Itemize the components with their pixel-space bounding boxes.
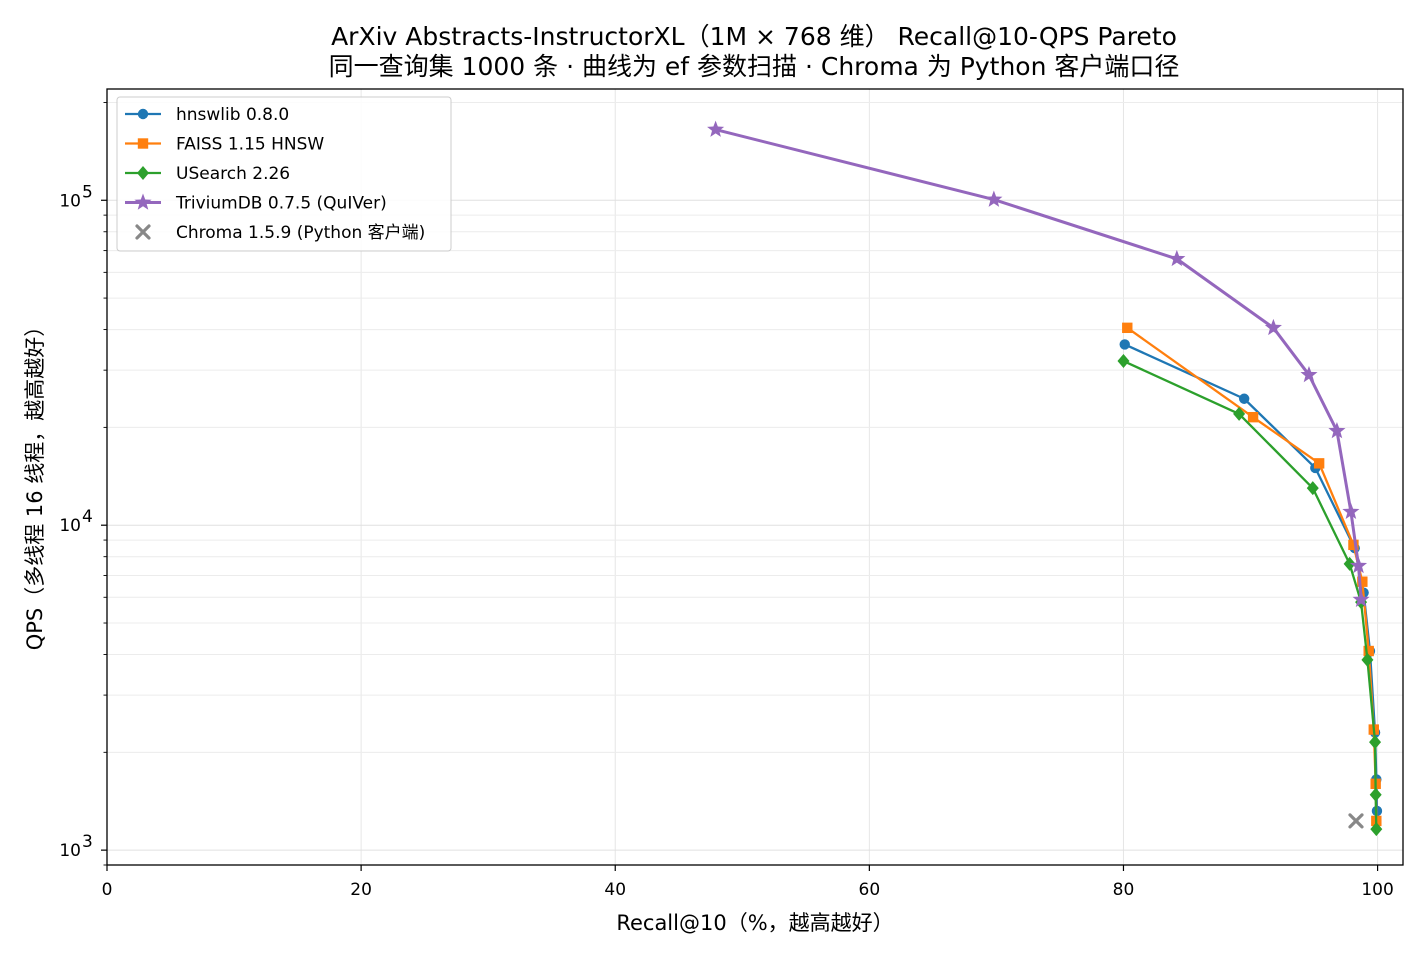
series-0-point — [1119, 339, 1130, 350]
x-tick-label: 20 — [350, 880, 372, 900]
y-tick-label: 10 — [59, 516, 81, 536]
y-axis-label: QPS（多线程 16 线程，越高越好） — [23, 316, 47, 651]
series-1-point — [1313, 458, 1325, 469]
y-tick-label-exponent: 4 — [82, 507, 93, 527]
series-2-point — [1343, 556, 1356, 571]
series-1-point — [1348, 539, 1359, 551]
series-4-point-stroke — [1348, 813, 1364, 829]
legend-box — [116, 96, 452, 252]
legend-item: Chroma 1.5.9 (Python 客户端) — [135, 223, 425, 243]
legend-marker — [137, 166, 149, 180]
series-2-point — [1306, 481, 1319, 496]
series-3-point — [1349, 556, 1368, 574]
x-tick-label: 0 — [102, 880, 113, 900]
legend-item: hnswlib 0.8.0 — [125, 105, 289, 125]
series-1-point — [1122, 322, 1133, 334]
series-3-point — [1342, 502, 1360, 520]
plot-frame — [106, 88, 1404, 866]
series-2-point — [1369, 787, 1382, 802]
series-1-point — [1363, 645, 1374, 657]
series-1-point — [1357, 576, 1368, 587]
series-3-point — [985, 190, 1003, 207]
legend-item: TriviumDB 0.7.5 (QuIVer) — [125, 193, 387, 214]
series-2-point — [1117, 354, 1130, 369]
series-4-point — [1348, 813, 1364, 829]
y-tick-label: 10 — [59, 191, 81, 211]
series-4 — [1348, 813, 1364, 829]
y-tick-label-exponent: 5 — [82, 182, 93, 202]
y-tick-label: 10 — [59, 841, 81, 861]
series-2-point — [1370, 822, 1383, 837]
grid-lines — [106, 89, 1403, 866]
legend-label: hnswlib 0.8.0 — [176, 105, 289, 125]
series-3-point — [707, 120, 725, 137]
legend-item: FAISS 1.15 HNSW — [125, 135, 324, 155]
series-2-point — [1361, 652, 1374, 667]
x-tick-label: 60 — [859, 880, 881, 900]
legend-marker — [135, 224, 151, 240]
legend-marker — [137, 108, 149, 120]
chart-subtitle: 同一查询集 1000 条 · 曲线为 ef 参数扫描 · Chroma 为 Py… — [329, 52, 1180, 81]
series-3 — [707, 120, 1370, 607]
series-2-point — [1233, 406, 1246, 421]
x-axis-label: Recall@10（%，越高越好） — [616, 911, 893, 935]
legend-item: USearch 2.26 — [125, 164, 290, 184]
series-3-point — [1352, 590, 1370, 607]
series-3-point — [1264, 318, 1282, 336]
legend-marker — [137, 138, 149, 149]
series-2-point — [1369, 735, 1382, 750]
legend-marker-stroke — [135, 224, 151, 240]
series-3-point — [1328, 421, 1346, 439]
legend-label: Chroma 1.5.9 (Python 客户端) — [176, 223, 425, 243]
legend-label: USearch 2.26 — [176, 164, 290, 184]
legend-label: TriviumDB 0.7.5 (QuIVer) — [175, 194, 387, 214]
legend-label: FAISS 1.15 HNSW — [176, 135, 324, 155]
series-3-point — [1300, 365, 1318, 383]
x-tick-label: 40 — [604, 880, 626, 900]
legend: hnswlib 0.8.0 FAISS 1.15 HNSW USearch 2.26… — [116, 96, 452, 252]
series-3-point — [1168, 249, 1186, 267]
chart-title: ArXiv Abstracts-InstructorXL（1M × 768 维）… — [331, 22, 1177, 51]
y-tick-label-exponent: 3 — [82, 832, 93, 852]
plot-area — [707, 120, 1383, 837]
legend-marker — [134, 193, 152, 210]
series-0-point — [1238, 393, 1250, 404]
x-tick-label: 100 — [1361, 880, 1393, 900]
x-tick-label: 80 — [1113, 880, 1135, 900]
series-1-point — [1247, 411, 1259, 423]
